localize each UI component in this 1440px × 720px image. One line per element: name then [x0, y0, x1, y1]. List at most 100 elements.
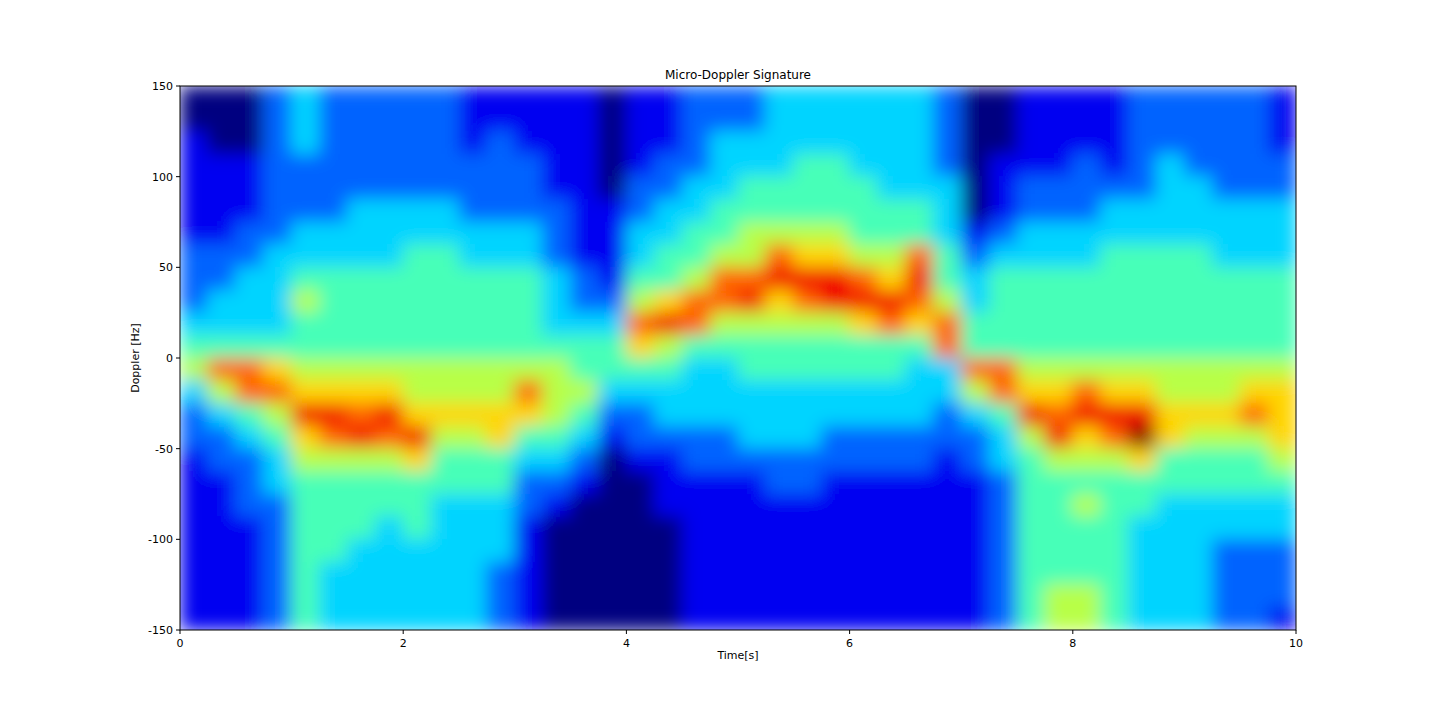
heatmap-cell [263, 494, 292, 518]
heatmap-cell [263, 471, 292, 495]
heatmap-cell [961, 358, 990, 382]
heatmap-cell [291, 584, 320, 608]
heatmap-cell [1212, 358, 1241, 382]
heatmap-cell [598, 494, 627, 518]
heatmap-cell [710, 176, 739, 200]
heatmap-cell [849, 516, 878, 540]
heatmap-cell [319, 267, 348, 291]
heatmap-cell [738, 176, 767, 200]
heatmap-cell [933, 539, 962, 563]
heatmap-cell [180, 176, 208, 200]
heatmap-cell [1184, 516, 1213, 540]
heatmap-cell [180, 131, 208, 155]
heatmap-cell [459, 448, 488, 472]
heatmap-cell [263, 131, 292, 155]
heatmap-cell [682, 562, 711, 586]
heatmap-cell [1017, 290, 1046, 314]
heatmap-cell [1072, 131, 1101, 155]
heatmap-cell [207, 86, 236, 109]
heatmap-cell [598, 426, 627, 450]
heatmap-cell [710, 539, 739, 563]
heatmap-cell [1268, 199, 1296, 223]
heatmap-cell [319, 562, 348, 586]
heatmap-cell [291, 471, 320, 495]
heatmap-cell [263, 267, 292, 291]
heatmap-cell [403, 471, 432, 495]
heatmap-cell [933, 358, 962, 382]
heatmap-cell [710, 562, 739, 586]
heatmap-cell [180, 290, 208, 314]
heatmap-cell [431, 516, 460, 540]
heatmap-cell [1240, 335, 1269, 359]
heatmap-cell [793, 131, 822, 155]
heatmap-cell [459, 607, 488, 630]
heatmap-cell [821, 176, 850, 200]
heatmap-cell [1072, 199, 1101, 223]
heatmap-cell [738, 562, 767, 586]
heatmap-cell [514, 86, 543, 109]
heatmap-cell [654, 539, 683, 563]
heatmap-cell [319, 426, 348, 450]
heatmap-cell [180, 516, 208, 540]
heatmap-cell [235, 584, 264, 608]
heatmap-cell [654, 516, 683, 540]
heatmap-cell [431, 131, 460, 155]
heatmap-cell [961, 494, 990, 518]
heatmap-cell [319, 199, 348, 223]
heatmap-cell [347, 426, 376, 450]
heatmap-cell [403, 448, 432, 472]
heatmap-cell [1100, 312, 1129, 336]
heatmap-cell [1017, 584, 1046, 608]
heatmap-cell [1268, 131, 1296, 155]
heatmap-cell [682, 199, 711, 223]
heatmap-cell [1100, 335, 1129, 359]
heatmap-cell [1100, 426, 1129, 450]
heatmap-cell [319, 131, 348, 155]
heatmap-cell [1212, 290, 1241, 314]
heatmap-cell [738, 244, 767, 268]
heatmap-cell [877, 607, 906, 630]
heatmap-cell [877, 448, 906, 472]
heatmap-cell [1128, 290, 1157, 314]
heatmap-cell [570, 539, 599, 563]
heatmap-cell [821, 290, 850, 314]
heatmap-cell [207, 108, 236, 132]
heatmap-cell [1184, 426, 1213, 450]
heatmap-cell [933, 607, 962, 630]
heatmap-cell [180, 267, 208, 291]
heatmap-cell [542, 244, 571, 268]
heatmap-cell [375, 584, 404, 608]
heatmap-cell [1072, 448, 1101, 472]
heatmap-cell [207, 562, 236, 586]
heatmap-cell [1044, 403, 1073, 427]
heatmap-cell [570, 607, 599, 630]
heatmap-cell [207, 335, 236, 359]
heatmap-cell [1268, 244, 1296, 268]
heatmap-cell [877, 86, 906, 109]
heatmap-cell [821, 494, 850, 518]
heatmap-cell [961, 244, 990, 268]
heatmap-cell [1017, 516, 1046, 540]
heatmap-cell [291, 267, 320, 291]
heatmap-cell [1184, 108, 1213, 132]
heatmap-cell [738, 199, 767, 223]
heatmap-cell [1128, 312, 1157, 336]
heatmap-cell [431, 380, 460, 404]
heatmap-cell [180, 403, 208, 427]
heatmap-cell [961, 108, 990, 132]
heatmap-cell [821, 607, 850, 630]
heatmap-cell [821, 86, 850, 109]
heatmap-cell [905, 335, 934, 359]
heatmap-cell [1100, 358, 1129, 382]
heatmap-cell [403, 539, 432, 563]
heatmap-cell [598, 471, 627, 495]
heatmap-cell [1268, 494, 1296, 518]
heatmap-cell [682, 516, 711, 540]
heatmap-cell [961, 426, 990, 450]
heatmap-cell [654, 562, 683, 586]
heatmap-cell [961, 86, 990, 109]
heatmap-cell [459, 290, 488, 314]
heatmap-cell [1128, 471, 1157, 495]
heatmap-cell [1044, 199, 1073, 223]
heatmap-cell [1128, 131, 1157, 155]
